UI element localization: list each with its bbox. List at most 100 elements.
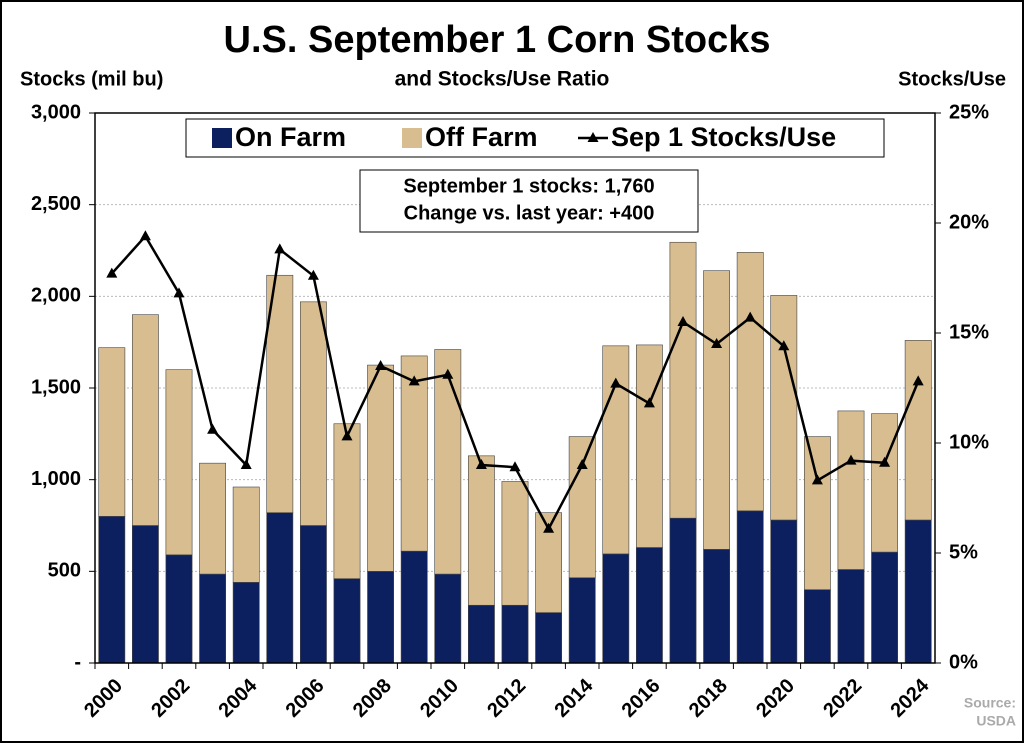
legend-label: Sep 1 Stocks/Use <box>611 122 836 152</box>
line-marker <box>845 454 857 465</box>
annotation-box <box>359 169 699 233</box>
bar <box>501 481 529 606</box>
bar <box>299 525 327 664</box>
line-marker <box>509 461 521 472</box>
line-marker <box>442 368 454 379</box>
y-tick-label: 1,000 <box>31 468 81 490</box>
legend-swatch <box>402 128 422 148</box>
bar <box>635 344 663 548</box>
bar <box>803 589 831 664</box>
bar <box>400 550 428 664</box>
y2-tick-label: 25% <box>949 101 989 123</box>
line-marker <box>307 269 319 280</box>
bar <box>904 340 932 521</box>
bar <box>568 577 596 664</box>
plot-border <box>94 112 936 664</box>
bar <box>904 519 932 664</box>
line-marker <box>139 230 151 241</box>
line-marker <box>879 456 891 467</box>
line-marker <box>106 267 118 278</box>
bar <box>299 301 327 526</box>
y2-tick-label: 0% <box>949 651 978 673</box>
chart-subtitle: and Stocks/Use Ratio <box>395 68 610 91</box>
line-marker <box>274 243 286 254</box>
bar <box>367 364 395 572</box>
line-marker <box>475 459 487 469</box>
legend-swatch <box>212 128 232 148</box>
bar <box>770 519 798 664</box>
legend-label: On Farm <box>235 122 346 152</box>
legend-label: Off Farm <box>425 122 538 152</box>
line-marker <box>744 311 756 322</box>
bar <box>98 516 126 664</box>
bar <box>770 295 798 521</box>
bar <box>871 413 899 553</box>
bar <box>703 549 731 664</box>
y-tick-label: 2,500 <box>31 193 81 215</box>
bar <box>98 347 126 517</box>
source: Source: <box>964 695 1016 711</box>
bar <box>232 486 260 583</box>
bar <box>501 604 529 664</box>
line-marker <box>711 338 723 348</box>
bar <box>871 551 899 664</box>
bar <box>400 355 428 552</box>
bar <box>535 612 563 664</box>
bar <box>703 270 731 550</box>
line-marker <box>576 459 588 469</box>
bar <box>199 462 227 575</box>
line-marker <box>610 377 622 388</box>
source: USDA <box>976 713 1016 729</box>
bar <box>131 525 159 664</box>
bar <box>266 512 294 664</box>
bar <box>367 571 395 664</box>
bar <box>199 573 227 664</box>
bar <box>669 517 697 664</box>
line-marker <box>408 375 420 386</box>
bar <box>131 314 159 526</box>
line-marker <box>643 397 655 408</box>
line-marker <box>912 375 924 386</box>
bar <box>333 423 361 579</box>
y-tick-label: - <box>74 651 81 673</box>
bar <box>266 274 294 513</box>
y2-tick-label: 10% <box>949 431 989 453</box>
bar <box>165 369 193 556</box>
legend-marker <box>587 132 599 142</box>
bar <box>535 512 563 613</box>
y2-tick-label: 5% <box>949 541 978 563</box>
line-marker <box>375 360 387 370</box>
bar <box>602 553 630 664</box>
y-tick-label: 1,500 <box>31 376 81 398</box>
y-axis-label: Stocks (mil bu) <box>20 68 163 90</box>
chart-title: U.S. September 1 Corn Stocks <box>224 19 771 61</box>
bar <box>232 582 260 664</box>
y-tick-label: 500 <box>48 560 81 582</box>
line-marker <box>811 474 823 485</box>
line-marker <box>677 316 689 326</box>
line-marker <box>207 423 219 434</box>
bar <box>736 252 764 512</box>
legend-box <box>185 118 885 158</box>
bar <box>568 436 596 579</box>
bar <box>837 410 865 570</box>
annotation: Change vs. last year: +400 <box>404 202 655 224</box>
bar <box>467 455 495 606</box>
bar <box>635 547 663 664</box>
line-marker <box>173 287 185 298</box>
annotation: September 1 stocks: 1,760 <box>403 175 654 197</box>
bar <box>736 510 764 664</box>
y-tick-label: 2,000 <box>31 285 81 307</box>
bar <box>669 241 697 519</box>
bar <box>165 554 193 664</box>
bar <box>434 573 462 664</box>
y2-tick-label: 15% <box>949 321 989 343</box>
bar <box>434 349 462 575</box>
bar <box>803 436 831 590</box>
line-marker <box>341 430 353 441</box>
bar <box>467 604 495 664</box>
y2-tick-label: 20% <box>949 211 989 233</box>
y-tick-label: 3,000 <box>31 101 81 123</box>
line-marker <box>240 459 252 469</box>
